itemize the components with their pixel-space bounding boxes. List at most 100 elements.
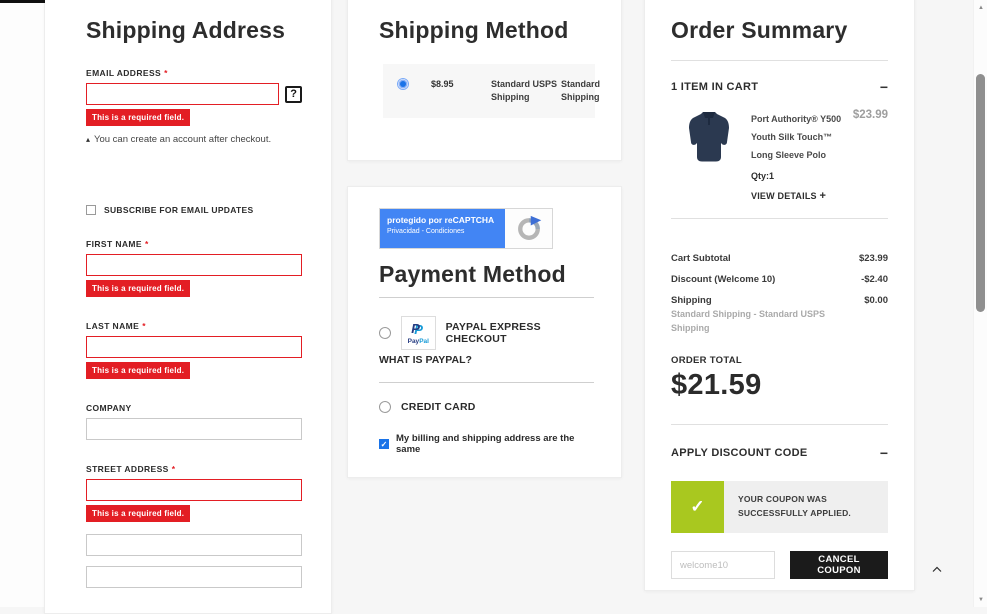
last-name-group: LAST NAME * This is a required field. — [86, 321, 302, 379]
street-address-label: STREET ADDRESS * — [86, 464, 176, 474]
discount-value: -$2.40 — [861, 274, 888, 285]
shipping-row: Shipping $0.00 — [671, 295, 888, 306]
first-name-input[interactable] — [86, 254, 302, 276]
discount-row: Discount (Welcome 10) -$2.40 — [671, 274, 888, 285]
subscribe-label: SUBSCRIBE FOR EMAIL UPDATES — [104, 205, 254, 215]
shipping-method-price: $8.95 — [431, 79, 454, 89]
first-name-error-badge: This is a required field. — [86, 280, 191, 297]
credit-card-radio[interactable] — [379, 401, 391, 413]
top-remnant-bar — [0, 0, 45, 3]
required-asterisk: * — [142, 321, 146, 331]
scrollbar-thumb[interactable] — [976, 74, 985, 312]
recaptcha-line1: protegido por reCAPTCHA — [387, 215, 495, 225]
recaptcha-badge[interactable]: protegido por reCAPTCHA Privacidad - Con… — [379, 208, 553, 249]
back-to-top-button[interactable] — [926, 560, 948, 578]
email-label: EMAIL ADDRESS * — [86, 68, 168, 78]
shipping-address-title: Shipping Address — [86, 17, 286, 43]
required-asterisk: * — [164, 68, 168, 78]
product-price: $23.99 — [852, 109, 888, 121]
street-address-error-badge: This is a required field. — [86, 505, 191, 522]
product-qty: Qty:1 — [751, 171, 775, 181]
street-address-group: STREET ADDRESS * This is a required field… — [86, 464, 302, 588]
billing-same-row: ✓ My billing and shipping address are th… — [379, 433, 594, 455]
street-address-input-2[interactable] — [86, 534, 302, 556]
scroll-up-icon[interactable]: ▲ — [978, 5, 984, 11]
first-name-group: FIRST NAME * This is a required field. — [86, 239, 302, 297]
first-name-label: FIRST NAME * — [86, 239, 149, 249]
paypal-wordmark: PayPal — [407, 337, 429, 345]
account-note-icon: ▴ — [86, 135, 91, 144]
what-is-paypal-link[interactable]: WHAT IS PAYPAL? — [379, 354, 472, 366]
paypal-option-row[interactable]: P P PayPal PAYPAL EXPRESS CHECKOUT — [379, 316, 594, 350]
success-check-icon: ✓ — [671, 481, 724, 533]
payment-divider — [379, 382, 594, 383]
coupon-success-message: ✓ YOUR COUPON WAS SUCCESSFULLY APPLIED. — [671, 481, 888, 533]
paypal-option-label: PAYPAL EXPRESS CHECKOUT — [445, 321, 541, 345]
email-input[interactable] — [86, 83, 280, 105]
street-address-input-1[interactable] — [86, 479, 302, 501]
order-summary-title: Order Summary — [671, 17, 848, 43]
required-asterisk: * — [171, 464, 176, 474]
last-name-error-badge: This is a required field. — [86, 362, 191, 379]
company-group: COMPANY — [86, 403, 302, 440]
email-field-group: EMAIL ADDRESS * ? This is a required fiel… — [86, 68, 302, 145]
email-help-icon[interactable]: ? — [285, 85, 302, 103]
credit-card-option-row[interactable]: CREDIT CARD — [379, 401, 594, 413]
email-error-badge: This is a required field. — [86, 109, 191, 126]
recaptcha-line2: Privacidad - Condiciones — [387, 228, 465, 235]
shipping-method-option[interactable]: $8.95 Standard USPS Shipping Standard Sh… — [383, 64, 600, 119]
payment-method-title: Payment Method — [379, 261, 594, 298]
credit-card-option-label: CREDIT CARD — [401, 401, 476, 413]
shipping-method-title: Shipping Method — [379, 17, 569, 43]
apply-discount-label: APPLY DISCOUNT CODE — [671, 447, 808, 459]
subtotal-row: Cart Subtotal $23.99 — [671, 253, 888, 264]
paypal-logo: P P PayPal — [401, 316, 436, 350]
recaptcha-icon — [505, 209, 552, 248]
coupon-code-input[interactable] — [671, 551, 775, 579]
plus-icon: + — [819, 190, 827, 202]
billing-same-checkbox[interactable]: ✓ — [379, 439, 389, 449]
company-input[interactable] — [86, 418, 302, 440]
shipping-method-radio[interactable] — [397, 78, 409, 90]
product-name: Port Authority® Y500 Youth Silk Touch™ L… — [751, 114, 842, 160]
account-note-text: You can create an account after checkout… — [94, 134, 272, 145]
collapse-items-icon[interactable]: − — [879, 79, 888, 95]
order-total-label: ORDER TOTAL — [671, 355, 743, 366]
shipping-method-name: Standard USPS Shipping — [491, 79, 558, 103]
subscribe-checkbox[interactable] — [86, 205, 96, 215]
recaptcha-text-block: protegido por reCAPTCHA Privacidad - Con… — [380, 209, 505, 248]
order-summary-divider — [671, 60, 888, 61]
shipping-value: $0.00 — [864, 295, 888, 306]
subtotal-label: Cart Subtotal — [671, 253, 731, 264]
shipping-address-panel: Shipping Address EMAIL ADDRESS * ? This i… — [44, 0, 332, 614]
required-asterisk: * — [144, 239, 149, 249]
paypal-radio[interactable] — [379, 327, 391, 339]
company-label: COMPANY — [86, 403, 132, 413]
collapse-discount-icon[interactable]: − — [879, 445, 888, 461]
items-in-cart-header: 1 ITEM IN CART − — [671, 79, 888, 95]
order-summary-panel: Order Summary 1 ITEM IN CART − Port Auth… — [644, 0, 915, 591]
order-total-value: $21.59 — [671, 369, 762, 401]
shipping-label: Shipping — [671, 295, 712, 306]
subtotal-value: $23.99 — [858, 253, 888, 264]
coupon-controls: CANCEL COUPON — [671, 551, 888, 579]
billing-same-label: My billing and shipping address are the … — [396, 433, 575, 455]
last-name-label: LAST NAME * — [86, 321, 146, 331]
product-info: Port Authority® Y500 Youth Silk Touch™ L… — [751, 109, 845, 202]
product-image — [687, 109, 731, 168]
street-address-input-3[interactable] — [86, 566, 302, 588]
scroll-down-icon[interactable]: ▼ — [978, 597, 984, 603]
account-note: ▴ You can create an account after checko… — [86, 134, 302, 145]
discount-label: Discount (Welcome 10) — [671, 274, 776, 285]
page-left-margin — [0, 0, 44, 607]
shipping-carrier-name: Standard Shipping — [561, 79, 601, 103]
order-summary-divider — [671, 424, 888, 425]
view-details-link[interactable]: VIEW DETAILS + — [751, 190, 827, 202]
shipping-method-panel: Shipping Method $8.95 Standard USPS Ship… — [347, 0, 622, 161]
cancel-coupon-button[interactable]: CANCEL COUPON — [790, 551, 888, 579]
last-name-input[interactable] — [86, 336, 302, 358]
success-message-text: YOUR COUPON WAS SUCCESSFULLY APPLIED. — [724, 481, 888, 533]
paypal-mark-icon: P P — [411, 320, 423, 337]
order-summary-divider — [671, 218, 888, 219]
scrollbar[interactable]: ▲ ▼ — [973, 0, 987, 607]
